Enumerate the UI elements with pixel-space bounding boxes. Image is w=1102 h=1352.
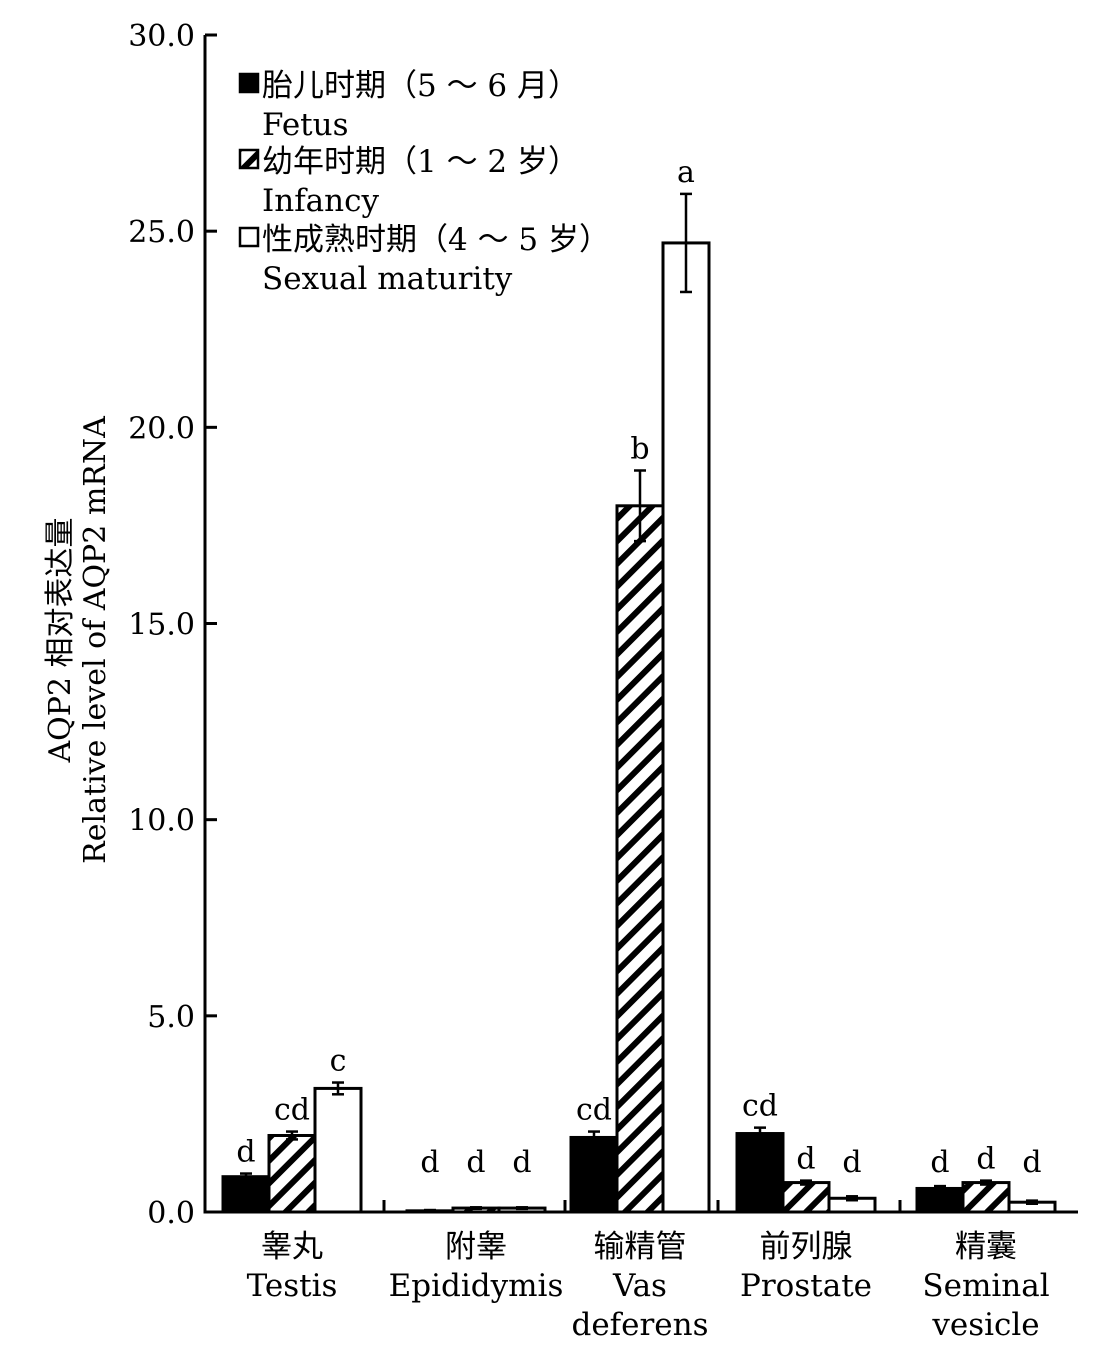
bar xyxy=(569,1135,619,1214)
x-category-label: 输精管 xyxy=(594,1229,687,1265)
x-category-label: Epididymis xyxy=(389,1268,564,1304)
x-category-label: 附睾 xyxy=(445,1229,507,1265)
x-category-label: Prostate xyxy=(740,1268,872,1304)
legend-label-en: Sexual maturity xyxy=(262,261,513,297)
x-category-label: Vas xyxy=(612,1268,667,1304)
significance-label: d xyxy=(1022,1145,1041,1180)
x-category-label: deferens xyxy=(571,1307,708,1343)
y-tick-label: 0.0 xyxy=(147,1196,195,1231)
y-tick-label: 15.0 xyxy=(128,608,195,643)
legend-label-zh: 性成熟时期（4 ～ 5 岁） xyxy=(262,222,610,258)
bar xyxy=(267,1133,317,1214)
legend-swatch xyxy=(238,148,260,170)
legend-swatch xyxy=(238,226,260,248)
y-axis-label: AQP2 相对表达量 Relative level of AQP2 mRNA xyxy=(43,416,113,864)
y-axis-label-rotated: AQP2 相对表达量 Relative level of AQP2 mRNA xyxy=(43,416,113,864)
legend-label-zh: 幼年时期（1 ～ 2 岁） xyxy=(262,144,579,180)
significance-label: c xyxy=(330,1044,347,1079)
bar xyxy=(735,1132,785,1214)
significance-label: d xyxy=(930,1145,949,1180)
y-tick-label: 5.0 xyxy=(147,1000,195,1035)
y-tick-label: 30.0 xyxy=(128,19,195,54)
bar xyxy=(313,1086,363,1214)
x-category-label: 前列腺 xyxy=(760,1229,853,1265)
bar xyxy=(221,1175,271,1214)
bar xyxy=(961,1181,1011,1214)
y-axis-label-en: Relative level of AQP2 mRNA xyxy=(78,416,113,864)
x-category-label: Seminal xyxy=(922,1268,1049,1304)
significance-label: d xyxy=(466,1145,485,1180)
significance-label: cd xyxy=(742,1089,778,1124)
x-category-label: Testis xyxy=(247,1268,338,1304)
y-tick-label: 10.0 xyxy=(128,804,195,839)
bar xyxy=(615,504,665,1214)
legend-label-en: Infancy xyxy=(262,183,379,219)
significance-label: d xyxy=(796,1142,815,1177)
bar xyxy=(661,241,711,1214)
x-category-label: 精囊 xyxy=(955,1229,1017,1265)
y-tick-label: 25.0 xyxy=(128,215,195,250)
x-category-label: 睾丸 xyxy=(261,1229,323,1265)
significance-label: d xyxy=(236,1135,255,1170)
significance-label: d xyxy=(842,1145,861,1180)
significance-label: a xyxy=(677,155,695,190)
y-axis-label-zh: AQP2 相对表达量 xyxy=(43,517,78,763)
bar xyxy=(781,1181,831,1214)
x-category-label: vesicle xyxy=(931,1307,1039,1343)
significance-label: d xyxy=(976,1142,995,1177)
significance-label: d xyxy=(512,1145,531,1180)
significance-label: b xyxy=(630,431,649,466)
significance-label: cd xyxy=(274,1093,310,1128)
legend-label-zh: 胎儿时期（5 ～ 6 月） xyxy=(262,68,579,104)
significance-label: cd xyxy=(576,1093,612,1128)
y-tick-label: 20.0 xyxy=(128,411,195,446)
legend-swatch xyxy=(238,72,260,94)
significance-label: d xyxy=(420,1145,439,1180)
legend-label-en: Fetus xyxy=(262,107,349,143)
